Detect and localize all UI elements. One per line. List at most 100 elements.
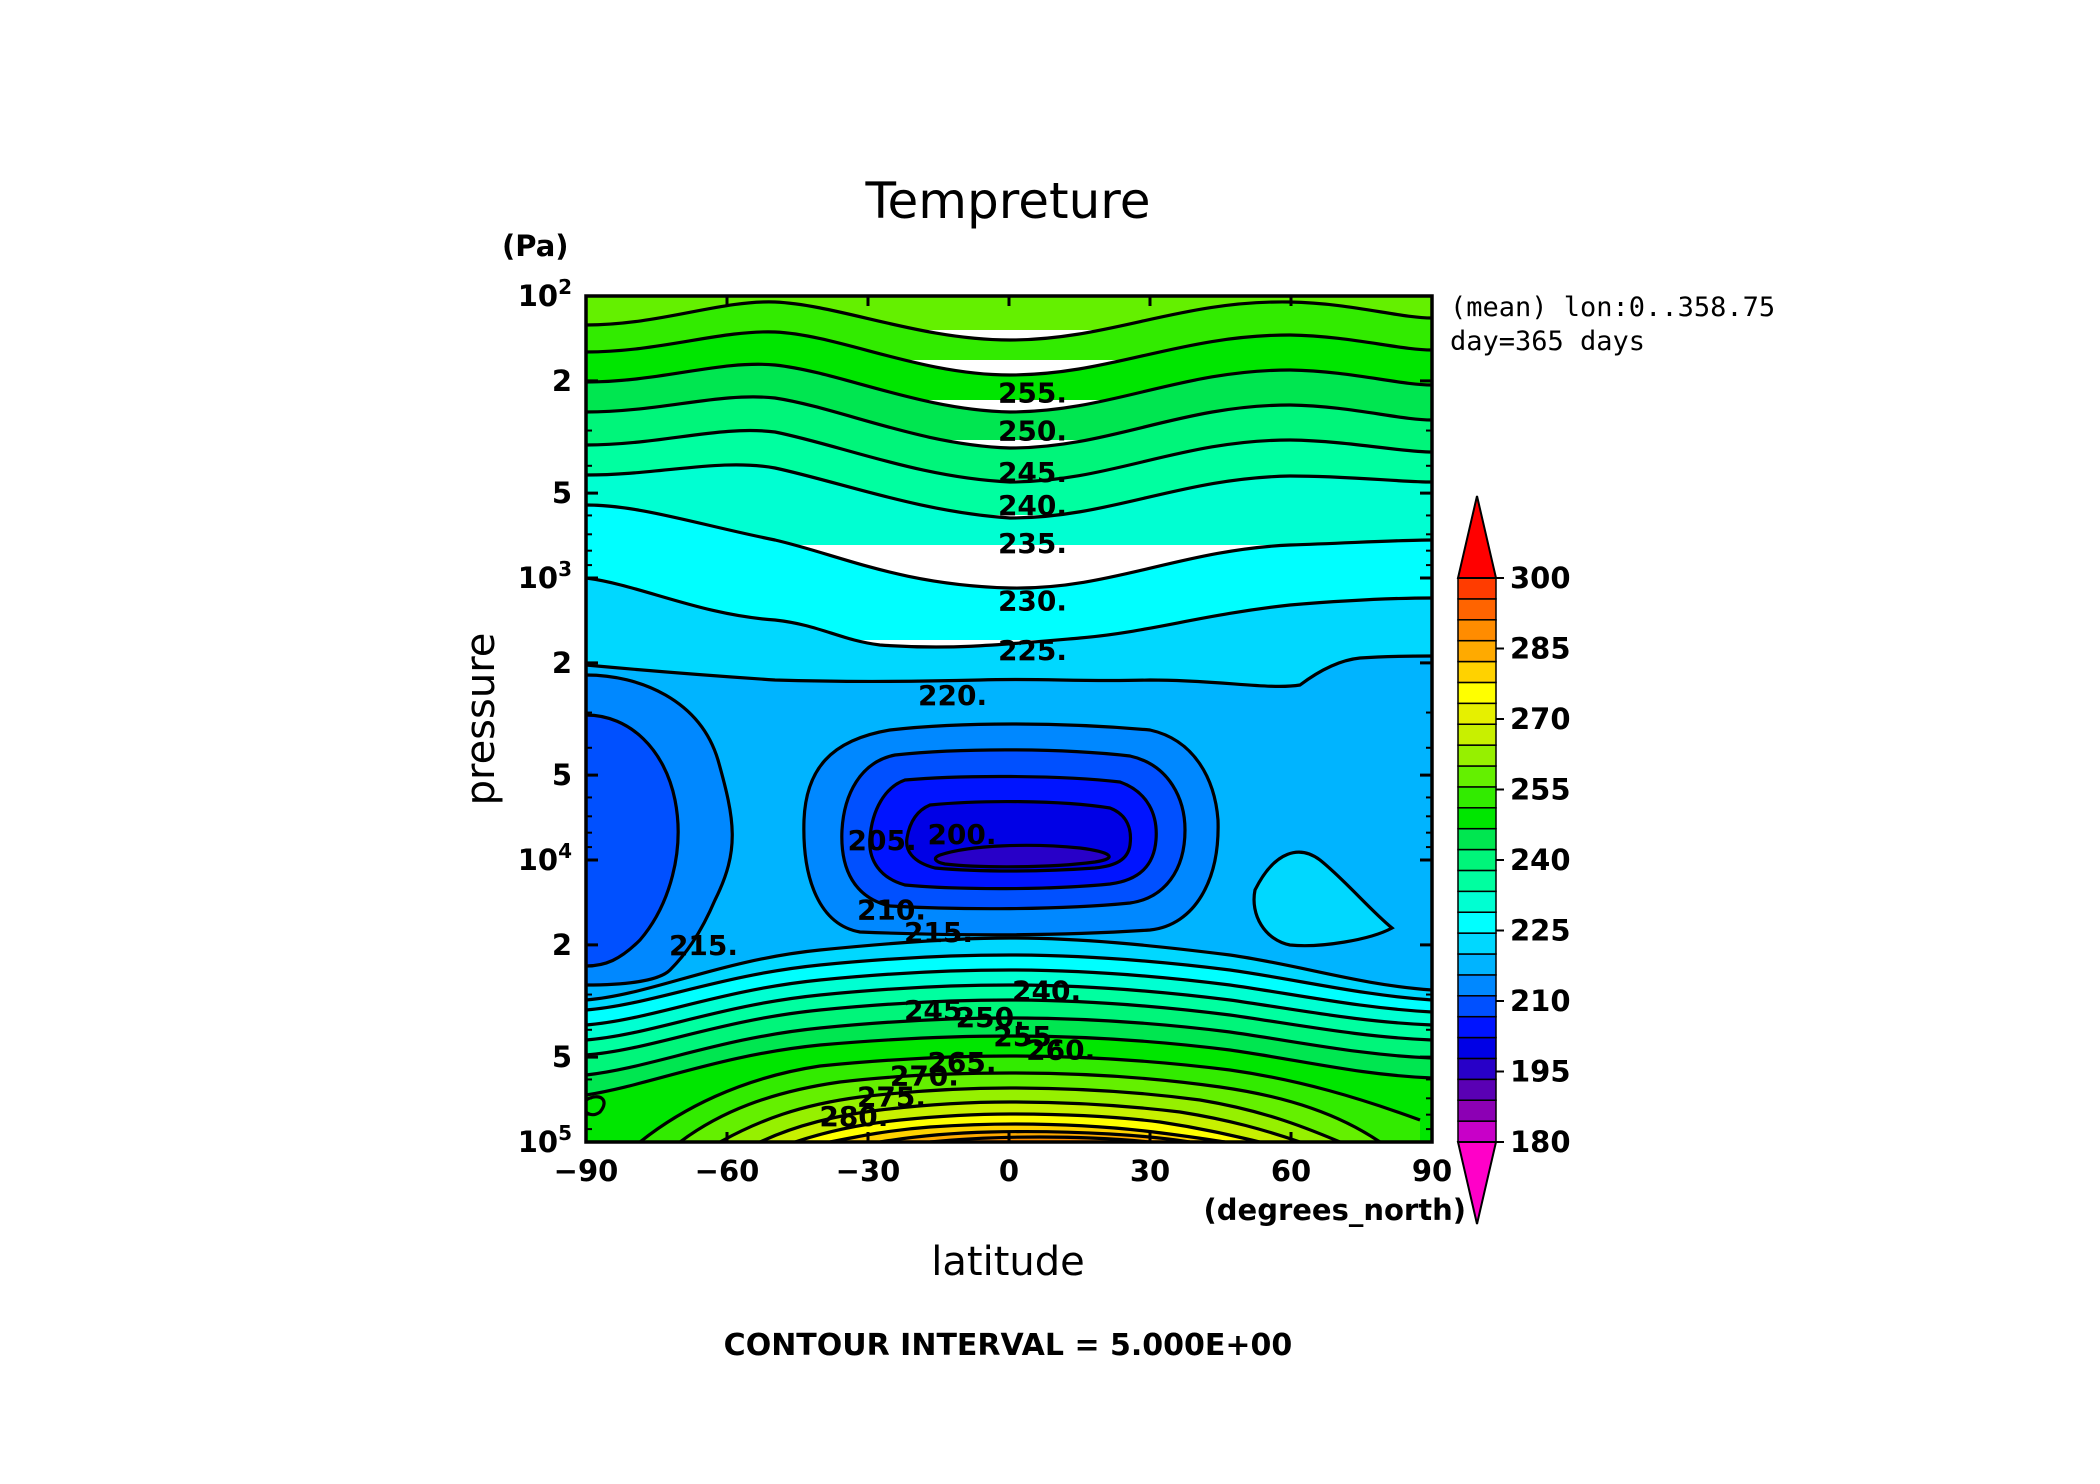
- colorbar-bin: [1457, 911, 1497, 934]
- contour-line: [868, 774, 1158, 891]
- y-axis-label: pressure: [458, 633, 504, 806]
- y-tick-label: 104: [518, 839, 572, 877]
- band-fill: [1254, 852, 1392, 946]
- contour-label: 275.: [857, 1081, 926, 1114]
- colorbar-bin: [1457, 1036, 1497, 1060]
- y-tick-label: 5: [552, 476, 572, 510]
- contour-line: [586, 330, 1432, 377]
- contour-label: 260.: [1026, 1034, 1095, 1067]
- colorbar-bin: [1457, 869, 1497, 893]
- y-tick-label: 103: [518, 557, 572, 595]
- contour-line: [586, 1016, 1432, 1077]
- band-fill: [586, 578, 1432, 690]
- contour-line: [905, 799, 1133, 873]
- y-tick-label: 105: [518, 1121, 572, 1159]
- colorbar-label: 225: [1510, 914, 1571, 948]
- contour-label: 240.: [998, 489, 1067, 522]
- colorbar-bin: [1457, 995, 1497, 1018]
- contour-line: [586, 936, 1432, 1002]
- contour-lines: [586, 300, 1432, 1142]
- y-tick-label: 2: [552, 928, 572, 962]
- colorbar-bin: [1457, 702, 1497, 725]
- colorbar-bin: [1457, 953, 1497, 976]
- contour-line: [586, 300, 1432, 342]
- y-tick-label: 2: [552, 646, 572, 680]
- x-tick-label: −60: [695, 1154, 760, 1188]
- colorbar-bin: [1457, 744, 1497, 767]
- contour-line: [586, 1034, 1432, 1097]
- colorbar-top-arrow: [1456, 495, 1498, 579]
- y-unit-label: (Pa): [502, 229, 569, 263]
- contour-line: [586, 713, 680, 968]
- colorbar-label: 210: [1510, 984, 1571, 1018]
- contour-line: [679, 1071, 1381, 1142]
- contour-label: 270.: [890, 1059, 959, 1092]
- x-tick-label: 60: [1271, 1154, 1311, 1188]
- plot-area: 255.250.245.240.235.230.225.220.200.205.…: [586, 296, 1432, 1142]
- x-tick-label: −30: [836, 1154, 901, 1188]
- contour-label: 205.: [848, 824, 917, 857]
- colorbar-bin: [1457, 827, 1497, 851]
- x-axis: −90 −60 −30 0 30 60 90: [554, 296, 1452, 1188]
- contour-label: 280.: [819, 1100, 888, 1133]
- colorbar-bin: [1457, 723, 1497, 746]
- contour-label: 245.: [998, 456, 1067, 489]
- colorbar-bin: [1457, 1015, 1497, 1039]
- contour-label: 220.: [918, 679, 987, 712]
- contour-label: 255.: [998, 377, 1067, 410]
- colorbar-label: 285: [1510, 632, 1571, 666]
- band-fill: [935, 845, 1110, 867]
- contour-line: [586, 576, 1432, 649]
- contour-line: [586, 968, 1432, 1027]
- colorbar: 300 285 270 255 240 225 210 195 180: [1456, 495, 1571, 1225]
- contour-line: [586, 362, 1432, 414]
- contour-line: [829, 1122, 1226, 1142]
- chart-title: Tempreture: [865, 172, 1151, 230]
- colorbar-bin: [1457, 932, 1497, 955]
- contour-line: [929, 1135, 1151, 1142]
- contour-line: [802, 722, 1220, 937]
- contour-interval-note: CONTOUR INTERVAL = 5.000E+00: [724, 1328, 1293, 1363]
- y-axis: 102 2 5 103 2 5 104 2 5 105: [518, 275, 1432, 1159]
- contour-label: 245.: [904, 994, 973, 1027]
- contour-line: [586, 503, 1432, 590]
- contour-labels: 255.250.245.240.235.230.225.220.200.205.…: [669, 377, 1095, 1134]
- colorbar-bottom-arrow: [1456, 1141, 1498, 1225]
- contour-line: [586, 983, 1432, 1042]
- band-fill: [586, 464, 1432, 545]
- x-unit-label: (degrees_north): [1204, 1193, 1466, 1227]
- contour-label: 215.: [904, 916, 973, 949]
- x-tick-label: 30: [1130, 1154, 1170, 1188]
- y-tick-label: 5: [552, 1040, 572, 1074]
- contour-line: [586, 673, 734, 987]
- colorbar-label: 255: [1510, 773, 1571, 807]
- colorbar-bin: [1457, 1078, 1497, 1101]
- contour-line: [586, 654, 1432, 688]
- contour-line: [586, 998, 1432, 1057]
- band-fill: [586, 505, 1432, 640]
- contour-label: 200.: [927, 818, 996, 851]
- contour-line: [586, 428, 1432, 484]
- x-tick-label: 0: [999, 1154, 1019, 1188]
- contour-line: [639, 1054, 1421, 1142]
- y-tick-label: 102: [518, 275, 572, 313]
- contour-line: [933, 843, 1111, 869]
- colorbar-bin: [1457, 974, 1497, 997]
- contour-line: [759, 1100, 1301, 1142]
- colorbar-bin: [1457, 1120, 1497, 1143]
- contour-label: 240.: [1012, 974, 1081, 1007]
- contour-label: 255.: [993, 1020, 1062, 1053]
- colorbar-bin: [1457, 786, 1497, 809]
- contour-label: 210.: [857, 894, 926, 927]
- x-tick-label: −90: [554, 1154, 619, 1188]
- x-axis-label: latitude: [931, 1239, 1084, 1285]
- contour-label: 225.: [998, 634, 1067, 667]
- colorbar-bin: [1457, 807, 1497, 830]
- contour-line: [586, 463, 1432, 520]
- colorbar-label: 270: [1510, 702, 1571, 736]
- colorbar-bin: [1457, 639, 1497, 663]
- contour-line: [794, 1112, 1261, 1142]
- contour-label: 230.: [998, 584, 1067, 617]
- contour-label: 250.: [956, 1001, 1025, 1034]
- contour-label: 250.: [998, 415, 1067, 448]
